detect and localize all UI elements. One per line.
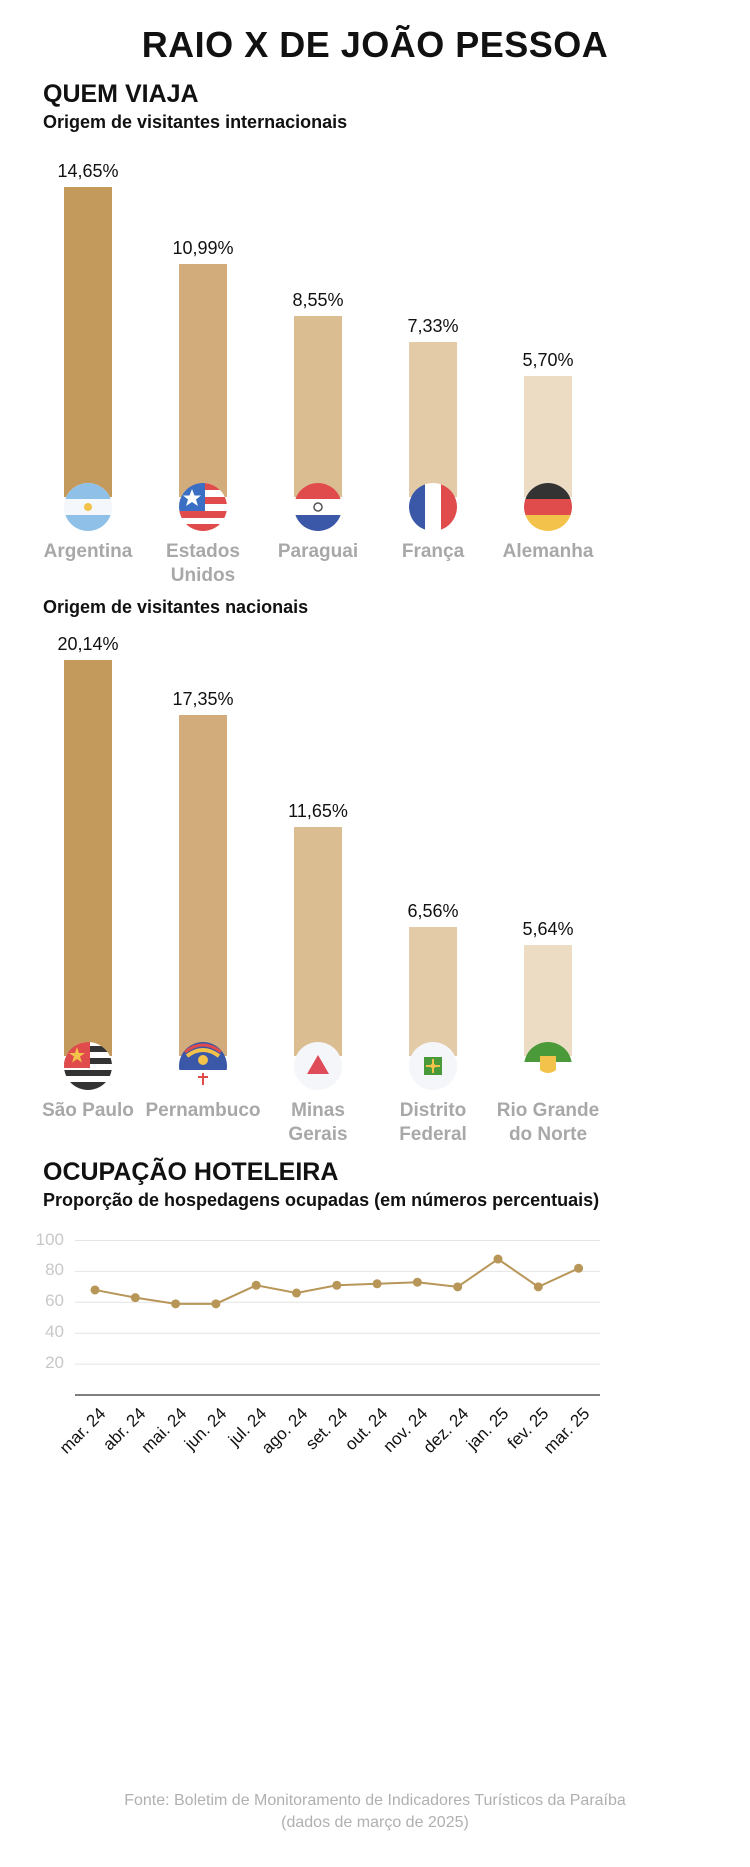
international-category-label-0: Argentina xyxy=(43,541,133,562)
national-category-label-1: Pernambuco xyxy=(145,1100,261,1121)
international-chart-subtitle: Origem de visitantes internacionais xyxy=(43,112,348,132)
occupancy-point-8 xyxy=(412,1277,422,1287)
y-tick-label-80: 80 xyxy=(45,1260,64,1280)
y-tick-label-100: 100 xyxy=(35,1229,64,1249)
international-value-label-3: 7,33% xyxy=(407,315,459,336)
occupancy-point-9 xyxy=(453,1282,463,1292)
page-title: RAIO X DE JOÃO PESSOA xyxy=(141,24,609,65)
occupancy-point-12 xyxy=(574,1263,584,1273)
international-value-label-4: 5,70% xyxy=(522,350,574,371)
international-category-label-3: França xyxy=(401,541,465,562)
national-category-label-4: Rio Grande do Norte xyxy=(496,1100,600,1145)
occupancy-point-3 xyxy=(211,1299,221,1309)
international-bar-2 xyxy=(294,316,342,497)
source-line-1: Fonte: Boletim de Monitoramento de Indic… xyxy=(124,1792,626,1809)
source-note: Fonte: Boletim de Monitoramento de Indic… xyxy=(0,1790,750,1834)
distrito-federal-flag-icon xyxy=(409,1042,457,1090)
source-line-2: (dados de março de 2025) xyxy=(281,1814,469,1831)
national-bar-1 xyxy=(179,714,227,1056)
occupancy-point-0 xyxy=(90,1285,100,1295)
international-category-label-2: Paraguai xyxy=(277,541,359,562)
national-value-label-3: 6,56% xyxy=(407,901,459,921)
germany-flag-icon xyxy=(524,483,572,531)
paraguay-flag-icon xyxy=(294,483,342,531)
occupancy-point-1 xyxy=(130,1293,140,1303)
usa-flag-icon xyxy=(179,483,227,531)
international-bar-0 xyxy=(64,187,112,497)
national-bar-3 xyxy=(409,927,457,1056)
international-bar-1 xyxy=(179,264,227,497)
international-category-label-4: Alemanha xyxy=(502,541,594,562)
national-category-label-2: Minas Gerais xyxy=(288,1100,348,1145)
national-bar-4 xyxy=(524,945,572,1056)
national-bar-2 xyxy=(294,826,342,1056)
occupancy-point-5 xyxy=(292,1288,301,1298)
national-value-label-4: 5,64% xyxy=(522,919,574,940)
y-tick-label-40: 40 xyxy=(45,1322,64,1342)
international-value-label-0: 14,65% xyxy=(57,161,119,181)
occupancy-point-7 xyxy=(372,1279,382,1289)
occupancy-point-11 xyxy=(533,1282,543,1292)
y-tick-label-60: 60 xyxy=(45,1291,64,1311)
national-category-label-3: Distrito Federal xyxy=(399,1100,467,1145)
national-chart-subtitle: Origem de visitantes nacionais xyxy=(43,597,309,617)
international-bar-3 xyxy=(409,341,457,497)
occupancy-point-4 xyxy=(251,1280,261,1290)
occupancy-chart-subtitle: Proporção de hospedagens ocupadas (em nú… xyxy=(43,1190,600,1210)
minas-gerais-flag-icon xyxy=(294,1042,342,1090)
national-value-label-2: 11,65% xyxy=(288,800,348,821)
section-heading-ocupacao: OCUPAÇÃO HOTELEIRA xyxy=(43,1158,339,1186)
section-heading-quem-viaja: QUEM VIAJA xyxy=(43,80,199,108)
national-value-label-1: 17,35% xyxy=(172,688,234,709)
argentina-flag-icon xyxy=(64,483,112,531)
international-bar-4 xyxy=(524,376,572,497)
national-bar-0 xyxy=(64,660,112,1056)
international-value-label-2: 8,55% xyxy=(292,290,344,311)
international-category-label-1: Estados Unidos xyxy=(166,541,240,586)
occupancy-point-6 xyxy=(332,1280,342,1290)
occupancy-point-2 xyxy=(171,1299,181,1309)
occupancy-point-10 xyxy=(493,1254,503,1264)
national-value-label-0: 20,14% xyxy=(57,634,119,654)
y-tick-label-20: 20 xyxy=(45,1353,64,1373)
france-flag-icon xyxy=(409,483,457,531)
international-value-label-1: 10,99% xyxy=(172,238,234,259)
sao-paulo-flag-icon xyxy=(64,1042,112,1090)
national-category-label-0: São Paulo xyxy=(42,1100,134,1121)
